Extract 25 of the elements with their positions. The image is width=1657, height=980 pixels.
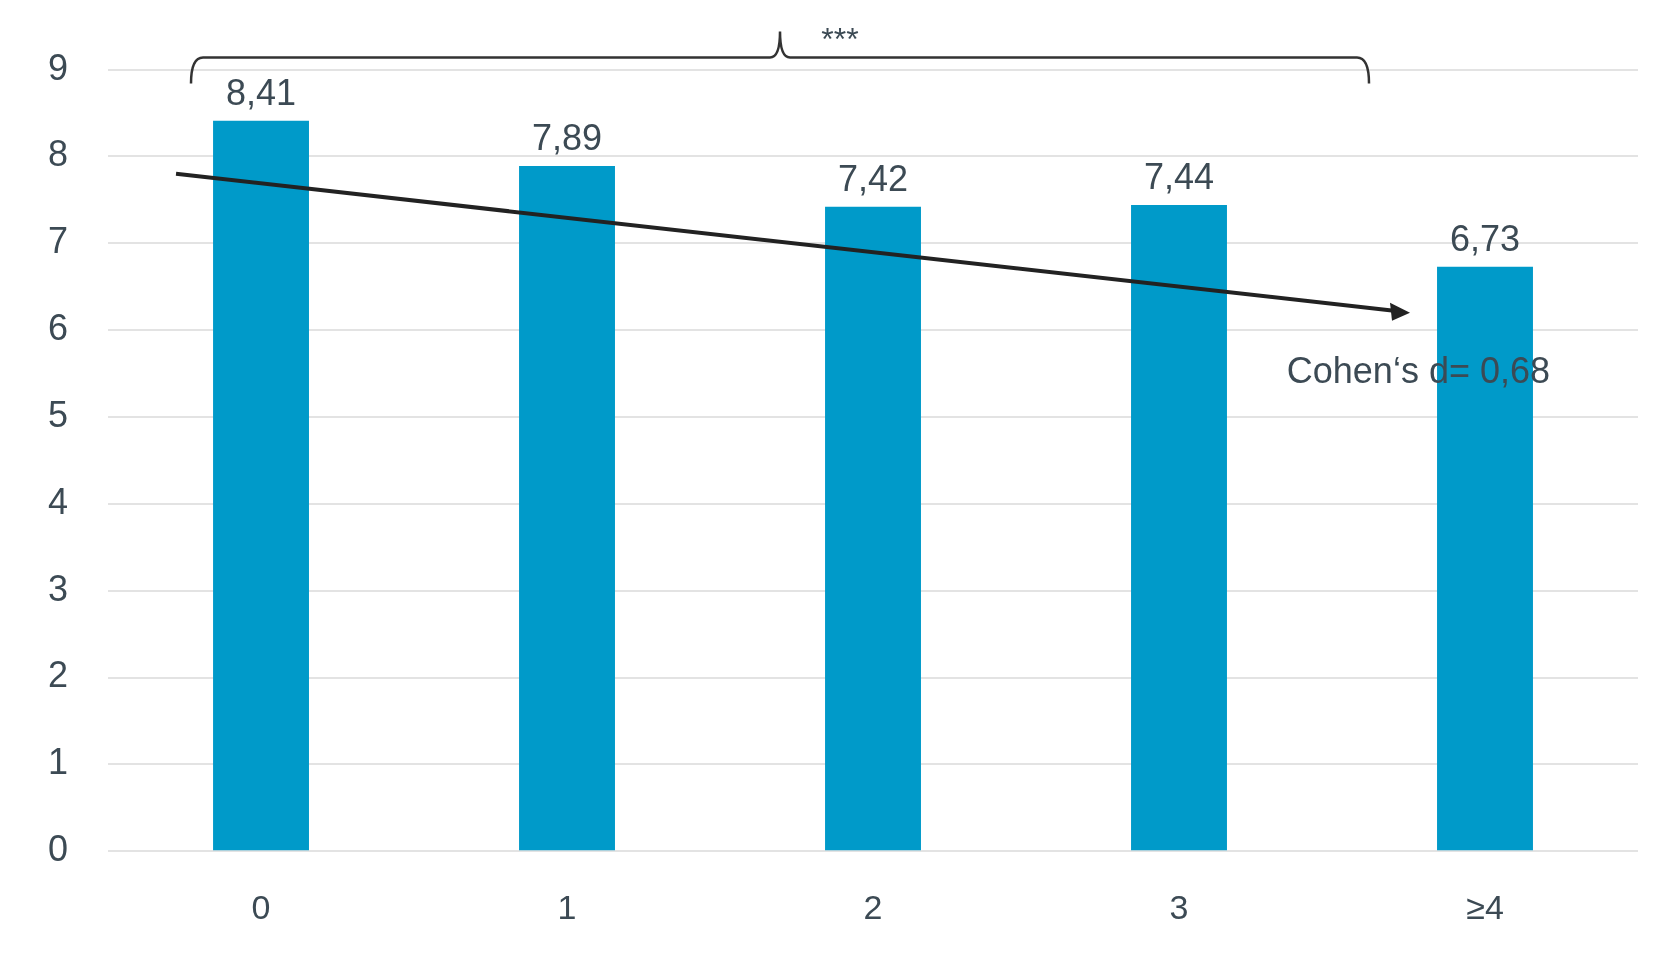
x-tick-label: ≥4 [1466,887,1504,926]
bar [213,120,309,851]
data-label: 7,42 [837,157,909,199]
text: *** [821,21,859,58]
x-tick-label: 2 [863,887,883,926]
data-label: 6,73 [1449,217,1521,259]
y-tick-label: 1 [47,741,69,783]
y-tick-label: 9 [47,46,69,88]
y-tick-label: 4 [47,480,69,522]
x-tick-label: 1 [557,887,577,926]
bar [519,166,615,851]
y-tick-label: 6 [47,307,69,349]
y-tick-label: 8 [47,133,69,175]
bar [825,206,921,851]
y-tick-label: 5 [47,393,69,435]
y-tick-label: 2 [47,654,69,696]
bar [1131,205,1227,851]
y-tick-label: 3 [47,567,69,609]
x-tick-label: 3 [1169,887,1189,926]
data-label: 7,89 [531,116,603,158]
y-tick-label: 0 [47,828,69,870]
data-label: 7,44 [1143,156,1215,197]
y-tick-label: 7 [47,220,69,262]
data-label: 8,41 [225,71,297,113]
x-tick-label: 0 [251,887,271,926]
